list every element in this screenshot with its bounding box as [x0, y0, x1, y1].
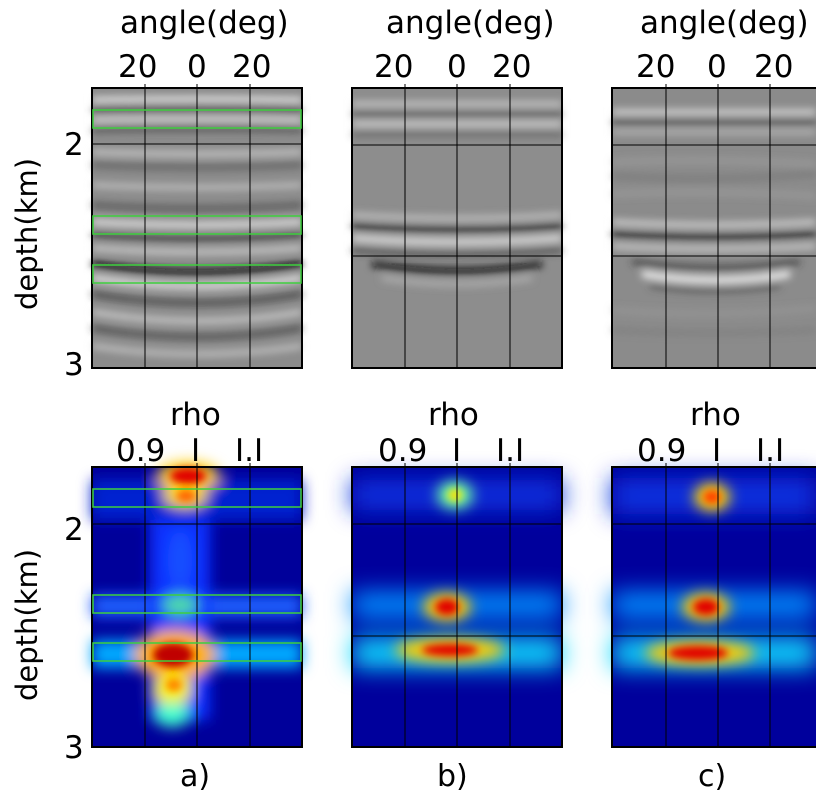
bottom-tick-b-2: I [452, 433, 462, 469]
top-axis-title-c: angle(deg) [640, 5, 809, 41]
bottom-tick-a-1: 0.9 [116, 433, 166, 469]
top-tick-c-1: 20 [636, 49, 676, 85]
top-tick-a-2: 0 [187, 49, 207, 85]
panel-label-a: a) [180, 759, 211, 794]
top-tick-c-2: 0 [707, 49, 727, 85]
y-axis-label-top: depth(km) [10, 157, 44, 310]
bottom-tick-b-1: 0.9 [378, 433, 428, 469]
semblance-panel-a [91, 462, 303, 748]
panel-label-c: c) [698, 759, 727, 794]
y-tick-2-bottom: 2 [64, 512, 84, 548]
top-tick-c-3: 20 [754, 49, 794, 85]
y-tick-3-top: 3 [64, 347, 84, 383]
top-tick-b-1: 20 [374, 49, 414, 85]
gather-panel-c [611, 87, 816, 369]
bottom-axis-title-b: rho [428, 397, 479, 433]
bottom-axis-title-a: rho [170, 397, 221, 433]
y-tick-3-bottom: 3 [64, 730, 84, 766]
top-tick-a-1: 20 [118, 49, 158, 85]
top-axis-title-a: angle(deg) [120, 5, 289, 41]
highlight-boxes-bottom [92, 488, 302, 662]
bottom-tick-c-1: 0.9 [637, 433, 687, 469]
bottom-tick-b-3: I.I [496, 433, 525, 469]
top-tick-b-2: 0 [447, 49, 467, 85]
y-axis-label-bottom: depth(km) [10, 548, 44, 701]
highlight-boxes-top [92, 109, 302, 284]
bottom-tick-c-3: I.I [756, 433, 785, 469]
y-tick-2-top: 2 [64, 127, 84, 163]
gather-panel-a [91, 87, 303, 369]
semblance-panel-c [611, 466, 816, 748]
semblance-panel-b [351, 466, 563, 748]
gather-panel-b [351, 87, 563, 369]
bottom-axis-title-c: rho [690, 397, 741, 433]
bottom-tick-a-2: I [191, 433, 201, 469]
top-tick-a-3: 20 [232, 49, 272, 85]
top-axis-title-b: angle(deg) [386, 5, 555, 41]
bottom-tick-a-3: I.I [235, 433, 264, 469]
bottom-tick-c-2: I [712, 433, 722, 469]
top-tick-b-3: 20 [492, 49, 532, 85]
panel-label-b: b) [437, 759, 468, 794]
